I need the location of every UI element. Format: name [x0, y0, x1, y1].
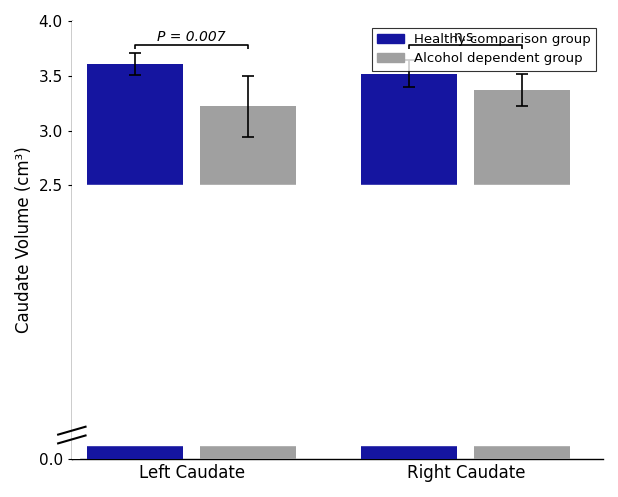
Bar	[87, 64, 183, 185]
Bar	[200, 445, 296, 459]
Y-axis label: Caudate Volume (cm³): Caudate Volume (cm³)	[15, 147, 33, 333]
Bar	[38, 21, 78, 459]
Text: P = 0.007: P = 0.007	[158, 30, 226, 44]
Bar	[475, 445, 570, 459]
Bar	[200, 106, 296, 185]
Legend: Healthy comparison group, Alcohol dependent group: Healthy comparison group, Alcohol depend…	[372, 28, 596, 71]
Bar	[87, 445, 183, 459]
Bar	[362, 74, 457, 185]
Text: n.s.: n.s.	[454, 30, 478, 44]
Bar	[362, 445, 457, 459]
Bar	[38, 185, 618, 445]
Bar	[475, 90, 570, 185]
